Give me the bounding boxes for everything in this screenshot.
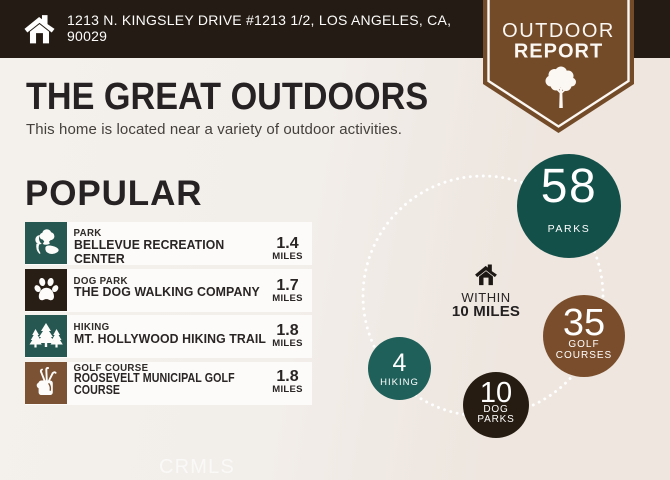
svg-text:OUTDOOR: OUTDOOR bbox=[502, 20, 615, 42]
svg-text:REPORT: REPORT bbox=[514, 41, 603, 63]
